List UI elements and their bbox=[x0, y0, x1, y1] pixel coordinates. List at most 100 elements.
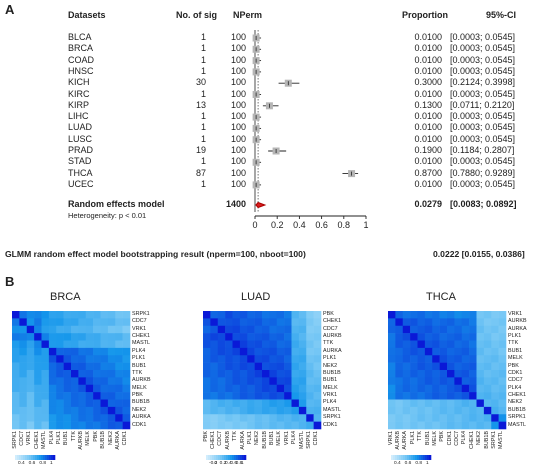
ci-value: [0.7880; 0.9289] bbox=[450, 167, 516, 178]
heatmap-cell bbox=[93, 399, 101, 408]
heatmap-cell bbox=[48, 355, 57, 363]
heatmap-cell bbox=[34, 399, 42, 408]
heatmap-cell bbox=[498, 370, 507, 378]
heatmap-cell bbox=[239, 311, 248, 319]
nperm-value: 100 bbox=[230, 111, 246, 122]
heatmap-cell bbox=[122, 421, 131, 430]
heatmap-row-label: PLK1 bbox=[132, 355, 146, 362]
heatmap-cell bbox=[48, 377, 57, 386]
colorbar-swatch bbox=[423, 455, 426, 460]
heatmap-cell bbox=[439, 392, 448, 400]
heatmap-cell bbox=[34, 355, 42, 363]
heatmap-cell bbox=[476, 325, 485, 334]
ci-value: [0.0003; 0.0545] bbox=[450, 178, 516, 189]
heatmap-cell bbox=[284, 347, 292, 356]
no-of-sig-value: 1 bbox=[200, 54, 206, 65]
heatmap-row-label: MASTL bbox=[132, 340, 150, 347]
heatmap-cell bbox=[417, 325, 426, 334]
heatmap-cell bbox=[476, 318, 485, 327]
colorbar-swatch bbox=[236, 455, 239, 460]
heatmap-cell bbox=[239, 392, 248, 400]
heatmap-cell bbox=[454, 392, 463, 400]
heatmap-cell bbox=[269, 333, 278, 341]
heatmap-col-label: AURKA bbox=[402, 431, 409, 450]
proportion-value: 0.0100 bbox=[414, 122, 442, 133]
ci-value: [0.0003; 0.0545] bbox=[450, 32, 516, 42]
heatmap-cell bbox=[12, 384, 20, 393]
heatmap-cell bbox=[284, 318, 292, 327]
heatmap-cell bbox=[291, 333, 300, 341]
heatmap-cell bbox=[417, 362, 426, 371]
heatmap-cell bbox=[388, 421, 396, 430]
heatmap-cell bbox=[56, 384, 64, 393]
colorbar-swatch bbox=[228, 455, 231, 460]
heatmap-row-label: CDK1 bbox=[132, 421, 147, 428]
heatmap-cell bbox=[19, 414, 28, 422]
heatmap-cell bbox=[469, 340, 477, 349]
heatmap-cell bbox=[239, 421, 248, 430]
heatmap-cell bbox=[461, 347, 470, 356]
heatmap-cell bbox=[78, 340, 87, 349]
heatmap-cell bbox=[107, 325, 116, 334]
heatmap-cell bbox=[298, 347, 307, 356]
heatmap-cell bbox=[410, 318, 418, 327]
dataset-name: KICH bbox=[68, 77, 90, 88]
colorbar-swatch bbox=[41, 455, 44, 460]
heatmap-cell bbox=[291, 421, 300, 430]
heatmap-cell bbox=[78, 377, 87, 386]
proportion-value: 0.1300 bbox=[414, 99, 442, 110]
heatmap-cell bbox=[93, 355, 101, 363]
heatmap-cell bbox=[298, 392, 307, 400]
heatmap-cell bbox=[447, 384, 455, 393]
heatmap-cell bbox=[115, 362, 123, 371]
heatmap-cell bbox=[232, 377, 241, 386]
heatmap-col-label: BUB1B bbox=[100, 431, 107, 449]
no-of-sig-value: 1 bbox=[200, 156, 206, 167]
heatmap-cell bbox=[262, 414, 270, 422]
heatmap-cell bbox=[100, 392, 109, 400]
heatmap-cell bbox=[217, 406, 226, 415]
heatmap-cell bbox=[19, 421, 28, 430]
heatmap-cell bbox=[247, 406, 255, 415]
heatmap-cell bbox=[262, 362, 270, 371]
heatmap-cell bbox=[454, 311, 463, 319]
heatmap-cell bbox=[217, 384, 226, 393]
heatmap-cell bbox=[410, 355, 418, 363]
heatmap-cell bbox=[276, 325, 285, 334]
colorbar-swatch bbox=[234, 455, 237, 460]
heatmap-cell bbox=[34, 421, 42, 430]
heatmap-cell bbox=[107, 377, 116, 386]
heatmap-cell bbox=[276, 362, 285, 371]
heatmap-cell bbox=[85, 325, 94, 334]
heatmap-cell bbox=[107, 421, 116, 430]
heatmap-row-label: MELK bbox=[508, 355, 523, 362]
summary-nperm: 1400 bbox=[225, 199, 246, 209]
heatmap-cell bbox=[225, 362, 233, 371]
heatmap-cell bbox=[417, 318, 426, 327]
heatmap-cell bbox=[469, 384, 477, 393]
heatmap-row-label: BUB1 bbox=[508, 347, 523, 354]
heatmap-cell bbox=[269, 399, 278, 408]
heatmap-cell bbox=[34, 347, 42, 356]
heatmap-cell bbox=[424, 333, 433, 341]
colorbar-swatch bbox=[409, 455, 412, 460]
heatmap-row-label: MASTL bbox=[508, 421, 526, 428]
heatmap-cell bbox=[461, 421, 470, 430]
colorbar-swatch bbox=[43, 455, 46, 460]
heatmap-col-label: CDC7 bbox=[19, 431, 26, 446]
heatmap-cell bbox=[232, 347, 241, 356]
heatmap-cell bbox=[122, 340, 131, 349]
heatmap-cell bbox=[491, 370, 499, 378]
heatmap-cell bbox=[122, 392, 131, 400]
heatmap-cell bbox=[469, 362, 477, 371]
heatmap-col-label: PLK4 bbox=[48, 431, 55, 445]
heatmap-cell bbox=[78, 392, 87, 400]
heatmap-cell bbox=[439, 370, 448, 378]
heatmap-cell bbox=[12, 347, 20, 356]
heatmap-cell bbox=[439, 421, 448, 430]
heatmap-col-label: PBK bbox=[439, 431, 446, 442]
heatmap-cell bbox=[48, 384, 57, 393]
heatmap-cell bbox=[210, 333, 219, 341]
heatmap-cell bbox=[461, 311, 470, 319]
heatmap-cell bbox=[41, 414, 50, 422]
